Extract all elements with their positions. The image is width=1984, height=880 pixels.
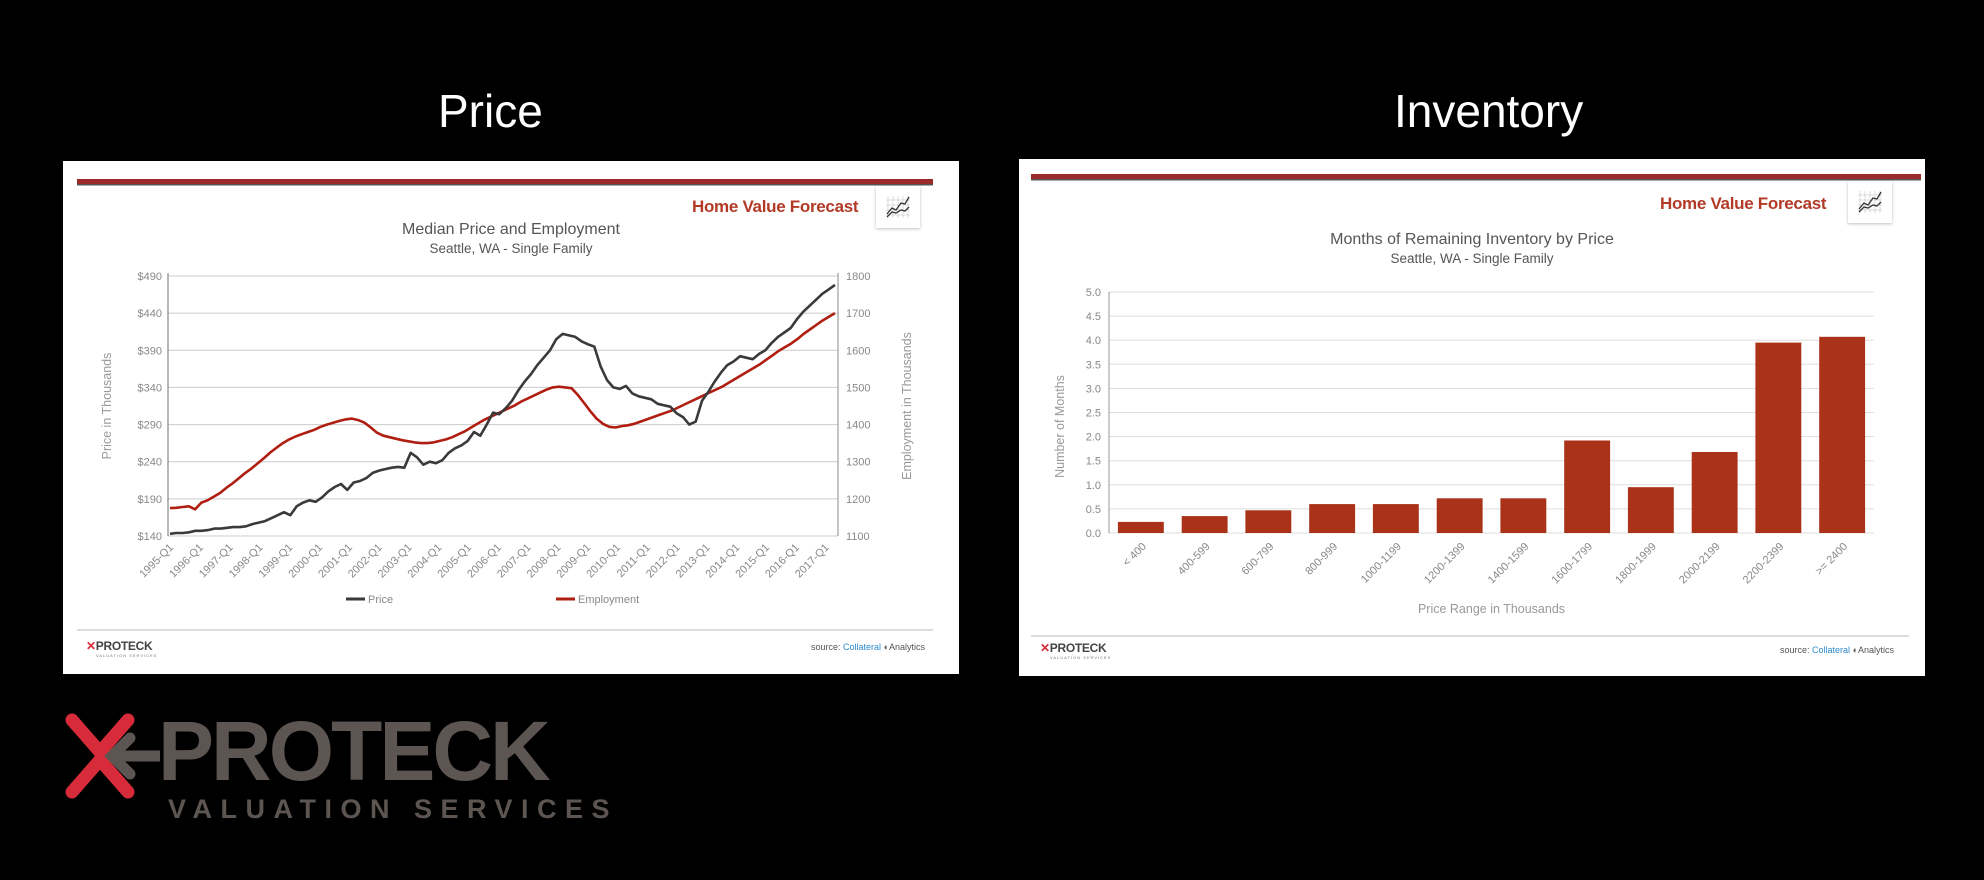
y-tick-left: $490 <box>138 271 162 283</box>
legend-price: Price <box>368 594 393 606</box>
x-tick: >= 2400 <box>1813 541 1850 578</box>
y-axis-label-right: Employment in Thousands <box>900 332 914 480</box>
y-tick-right: 1600 <box>846 345 870 357</box>
y-tick: 4.5 <box>1086 311 1101 323</box>
home-value-forecast-label: Home Value Forecast <box>1660 194 1827 213</box>
line-chart-subtitle: Seattle, WA - Single Family <box>429 241 593 256</box>
y-tick-left: $190 <box>138 494 162 506</box>
bar-chart: 0.0 0.5 1.0 1.5 2.0 2.5 3.0 3.5 4.0 4.5 5.0 Number … <box>1031 174 1921 637</box>
analytics-swirl-icon: ◐ <box>883 642 890 652</box>
analytics-swirl-icon: ◐ <box>1852 645 1859 655</box>
y-tick: 3.0 <box>1086 383 1101 395</box>
bar <box>1372 504 1419 533</box>
x-tick: 400-599 <box>1176 541 1213 578</box>
line-chart: $140 1100 $190 1200 $240 1300 $290 1400 $340 1500… <box>77 179 933 631</box>
y-tick-right: 1400 <box>846 420 870 432</box>
bar-chart-title: Months of Remaining Inventory by Price <box>1330 231 1614 248</box>
x-tick: 1000-1199 <box>1359 541 1404 586</box>
bar <box>1564 440 1611 533</box>
y-tick-left: $390 <box>138 345 162 357</box>
y-tick-left: $440 <box>138 308 162 320</box>
proteck-x-icon: ✕ <box>86 639 96 653</box>
x-tick: 1200-1399 <box>1422 541 1468 587</box>
x-tick: 2000-2199 <box>1677 541 1723 587</box>
y-tick-right: 1300 <box>846 457 870 469</box>
y-axis-label-left: Price in Thousands <box>100 353 114 460</box>
y-axis-label: Number of Months <box>1053 375 1067 478</box>
source-credit: source: Collateral ◐Analytics <box>1780 645 1895 655</box>
bar <box>1819 336 1866 533</box>
price-employment-chart-panel: $140 1100 $190 1200 $240 1300 $290 1400 $340 1500… <box>63 161 959 674</box>
y-tick-left: $240 <box>138 457 162 469</box>
y-tick-right: 1700 <box>846 308 870 320</box>
bar <box>1245 510 1292 533</box>
y-tick: 4.0 <box>1086 335 1101 347</box>
y-tick-right: 1800 <box>846 271 870 283</box>
y-tick: 3.5 <box>1086 359 1101 371</box>
y-tick-left: $290 <box>138 420 162 432</box>
y-tick: 0.0 <box>1086 528 1101 540</box>
x-tick: < 400 <box>1121 541 1149 569</box>
price-heading: Price <box>438 85 543 137</box>
source-credit: source: Collateral ◐Analytics <box>811 642 926 652</box>
x-tick: 1400-1599 <box>1486 541 1532 587</box>
x-tick: 1800-1999 <box>1613 541 1659 587</box>
proteck-x-icon <box>65 713 160 799</box>
y-tick: 1.5 <box>1086 456 1101 468</box>
y-tick: 2.0 <box>1086 432 1101 444</box>
bar <box>1181 516 1228 533</box>
proteck-tagline: VALUATION SERVICES <box>168 794 619 824</box>
x-tick: 600-799 <box>1239 541 1276 578</box>
inventory-heading: Inventory <box>1394 85 1584 137</box>
bar <box>1755 342 1802 533</box>
inventory-chart-panel: 0.0 0.5 1.0 1.5 2.0 2.5 3.0 3.5 4.0 4.5 5.0 Number … <box>1019 159 1925 676</box>
y-tick-left: $340 <box>138 382 162 394</box>
bar <box>1117 521 1164 533</box>
x-tick: 1600-1799 <box>1550 541 1596 587</box>
bar-chart-subtitle: Seattle, WA - Single Family <box>1390 251 1554 266</box>
bar <box>1436 498 1483 533</box>
y-tick: 5.0 <box>1086 287 1101 299</box>
y-tick-right: 1200 <box>846 494 870 506</box>
proteck-mini-logo: ✕PROTECK VALUATION SERVICES <box>1040 641 1112 660</box>
price-line <box>169 283 836 536</box>
x-axis-label: Price Range in Thousands <box>1418 602 1565 616</box>
y-tick: 1.0 <box>1086 480 1101 492</box>
proteck-x-icon: ✕ <box>1040 641 1050 655</box>
proteck-wordmark: PROTECK <box>158 704 551 798</box>
line-chart-title: Median Price and Employment <box>402 221 620 238</box>
y-tick-right: 1500 <box>846 382 870 394</box>
bar <box>1500 498 1547 533</box>
y-tick: 0.5 <box>1086 504 1101 516</box>
y-tick-left: $140 <box>138 531 162 543</box>
y-tick: 2.5 <box>1086 408 1101 420</box>
line-chart-icon <box>1848 181 1892 223</box>
line-chart-icon <box>876 186 920 228</box>
home-value-forecast-label: Home Value Forecast <box>692 197 859 216</box>
bar <box>1627 487 1674 533</box>
x-tick: 2200-2399 <box>1741 541 1787 587</box>
bar <box>1309 504 1356 533</box>
bar <box>1691 452 1738 533</box>
legend-employment: Employment <box>578 594 639 606</box>
proteck-mini-logo: ✕PROTECK VALUATION SERVICES <box>86 639 158 658</box>
y-tick-right: 1100 <box>846 531 870 543</box>
x-tick: 800-999 <box>1303 541 1340 578</box>
